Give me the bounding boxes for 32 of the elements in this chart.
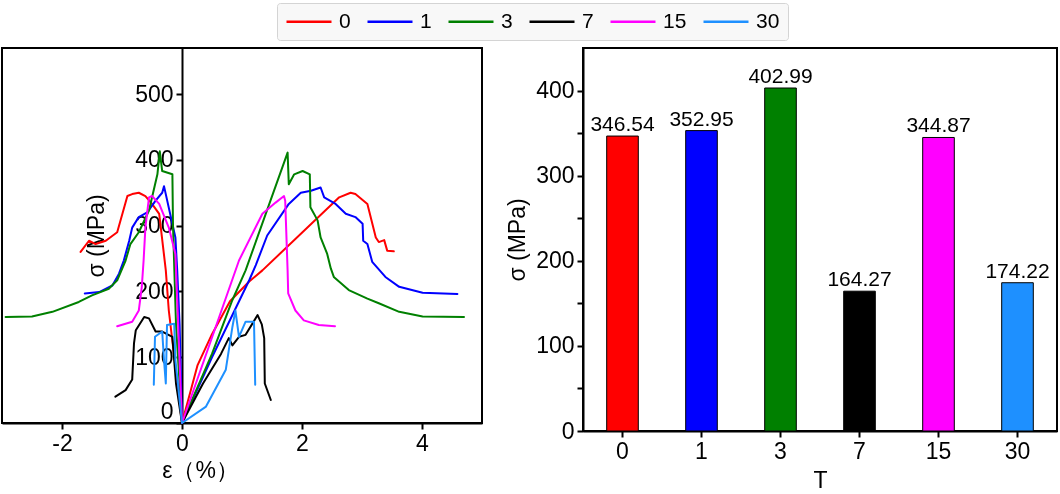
data-label: 402.99 [748, 64, 813, 88]
y-tick-label: 0 [160, 397, 174, 424]
legend-label: 3 [501, 8, 513, 32]
x-tick-label: 15 [925, 437, 952, 464]
y-tick-label: 400 [536, 77, 575, 104]
data-label: 164.27 [827, 267, 892, 291]
y-axis-title: σ (MPa) [83, 194, 110, 278]
legend-label: 1 [420, 8, 432, 32]
data-label: 346.54 [590, 112, 655, 136]
legend-label: 7 [582, 8, 594, 32]
data-label: 174.22 [985, 258, 1050, 282]
x-tick-label: 3 [774, 437, 787, 464]
x-tick-label: 2 [296, 429, 309, 456]
legend-label: 0 [339, 8, 351, 32]
x-tick-label: 4 [416, 429, 430, 456]
legend-label: 15 [663, 8, 687, 32]
legend-label: 30 [756, 8, 780, 32]
line-series [116, 195, 336, 424]
y-tick-label: 300 [536, 162, 575, 189]
x-tick-label: 30 [1004, 437, 1031, 464]
x-tick-label: -2 [52, 429, 73, 456]
data-label: 344.87 [906, 113, 971, 137]
y-tick-label: 200 [536, 247, 575, 274]
x-axis-title: T [813, 466, 828, 493]
x-tick-label: 1 [695, 437, 708, 464]
x-tick-label: 7 [853, 437, 866, 464]
data-label: 352.95 [669, 106, 734, 130]
x-axis-title: ε（%） [162, 456, 239, 483]
x-tick-label: 0 [616, 437, 629, 464]
y-axis-title: σ (MPa) [504, 198, 531, 282]
y-tick-label: 100 [536, 332, 575, 359]
y-tick-label: 500 [135, 80, 174, 107]
